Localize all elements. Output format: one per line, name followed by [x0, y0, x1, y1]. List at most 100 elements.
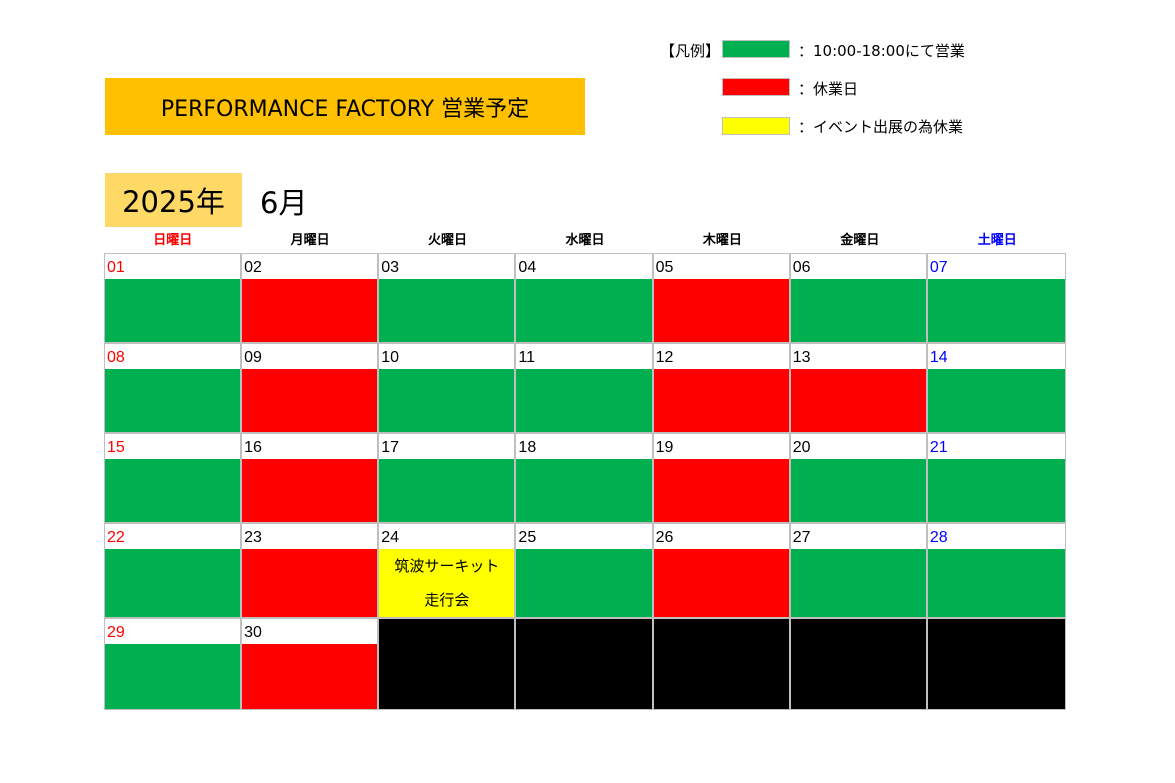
calendar-day-cell: 12: [653, 344, 791, 434]
weekday-label: 木曜日: [702, 233, 742, 248]
day-status-open: [379, 459, 515, 522]
calendar-day-cell: 16: [242, 434, 380, 524]
day-status-closed: [653, 369, 789, 432]
day-number: 25: [516, 524, 652, 549]
calendar-day-cell: 26: [653, 524, 791, 619]
year-label: 2025年: [105, 173, 242, 227]
day-number: 14: [927, 344, 1065, 369]
day-number: 05: [653, 254, 789, 279]
day-number: 21: [927, 434, 1065, 459]
day-number: 20: [790, 434, 926, 459]
calendar-day-cell: 02: [242, 254, 380, 344]
calendar-day-cell: 05: [653, 254, 791, 344]
calendar-day-cell: 13: [790, 344, 928, 434]
calendar-grid: 01 02 03 04 05 06 07 08 09 10 11 12 13 14 15 16 17 18 19 20…: [104, 253, 1066, 710]
day-status-open: [927, 549, 1065, 617]
calendar-day-cell: 19: [653, 434, 791, 524]
year-text: 2025年: [122, 185, 225, 219]
day-status-open: [105, 644, 241, 709]
day-status-open: [516, 459, 652, 522]
day-number: 16: [242, 434, 378, 459]
calendar-day-cell: 06: [790, 254, 928, 344]
day-status-open: [105, 279, 241, 342]
calendar-day-cell: 01: [105, 254, 243, 344]
day-status-open: [927, 279, 1065, 342]
day-number: 13: [790, 344, 926, 369]
day-status-closed: [242, 279, 378, 342]
day-status-open: [790, 459, 926, 522]
day-number: 27: [790, 524, 926, 549]
day-status-open: [790, 279, 926, 342]
calendar-day-cell: 25: [516, 524, 654, 619]
calendar-day-cell: 20: [790, 434, 928, 524]
legend-text-closed: ：休業日: [798, 80, 859, 98]
legend-text-event: ：イベント出展の為休業: [798, 118, 964, 136]
day-number: 01: [105, 254, 241, 279]
day-number: 03: [379, 254, 515, 279]
calendar-day-cell: 10: [379, 344, 517, 434]
day-status-open: [379, 369, 515, 432]
weekday-label: 月曜日: [290, 233, 330, 248]
calendar-day-cell: 29: [105, 619, 243, 709]
calendar-day-cell: 03: [379, 254, 517, 344]
day-number: 28: [927, 524, 1065, 549]
day-status-closed: [242, 459, 378, 522]
calendar-day-cell: 08: [105, 344, 243, 434]
day-number: 10: [379, 344, 515, 369]
day-number: 24: [379, 524, 515, 549]
day-number: 08: [105, 344, 241, 369]
day-number: 19: [653, 434, 789, 459]
day-status-closed: [653, 459, 789, 522]
day-status-open: [379, 279, 515, 342]
day-status-open: [927, 369, 1065, 432]
calendar-day-cell: 23: [242, 524, 380, 619]
day-status-closed: [653, 279, 789, 342]
calendar-day-cell: 28: [927, 524, 1065, 619]
day-status-closed: [242, 369, 378, 432]
calendar-day-cell: 07: [927, 254, 1065, 344]
page-title: PERFORMANCE FACTORY 営業予定: [105, 78, 585, 135]
calendar-day-cell: 04: [516, 254, 654, 344]
calendar-day-cell: 11: [516, 344, 654, 434]
day-status-closed: [242, 549, 378, 617]
day-number: 30: [242, 619, 378, 644]
weekday-label: 金曜日: [840, 233, 880, 248]
day-status-open: [105, 459, 241, 522]
legend-text-open: ：10:00-18:00にて営業: [798, 42, 965, 60]
calendar-day-cell: 15: [105, 434, 243, 524]
calendar-day-cell: 22: [105, 524, 243, 619]
day-status-open: [927, 459, 1065, 522]
page-title-text: PERFORMANCE FACTORY 営業予定: [160, 96, 530, 122]
day-number: 04: [516, 254, 652, 279]
weekday-header: 日曜日 月曜日 火曜日 水曜日 木曜日 金曜日 土曜日: [104, 230, 1066, 252]
day-number: 29: [105, 619, 241, 644]
calendar-day-cell: [790, 619, 928, 709]
calendar-day-cell: 21: [927, 434, 1065, 524]
day-status-closed: [242, 644, 378, 709]
day-number: 18: [516, 434, 652, 459]
day-status-closed: [653, 549, 789, 617]
day-number: 12: [653, 344, 789, 369]
calendar-day-cell: [379, 619, 517, 709]
calendar-day-cell: 27: [790, 524, 928, 619]
weekday-label: 水曜日: [565, 233, 605, 248]
day-number: 22: [105, 524, 241, 549]
day-number: 02: [242, 254, 378, 279]
calendar-day-cell: 09: [242, 344, 380, 434]
calendar-day-cell: 17: [379, 434, 517, 524]
day-number: 26: [653, 524, 789, 549]
day-status-open: [105, 369, 241, 432]
legend-label: 【凡例】: [660, 42, 721, 60]
calendar-day-cell: 14: [927, 344, 1065, 434]
day-number: 07: [927, 254, 1065, 279]
day-status-open: [516, 369, 652, 432]
calendar-day-cell: 30: [242, 619, 380, 709]
calendar-day-cell: 24 筑波サーキット 走行会: [379, 524, 517, 619]
calendar-day-cell: [653, 619, 791, 709]
calendar-day-cell: 18: [516, 434, 654, 524]
month-label: 6月: [260, 186, 308, 220]
day-number: 06: [790, 254, 926, 279]
day-number: 17: [379, 434, 515, 459]
legend-swatch-open: [722, 40, 790, 58]
calendar-day-cell: [516, 619, 654, 709]
